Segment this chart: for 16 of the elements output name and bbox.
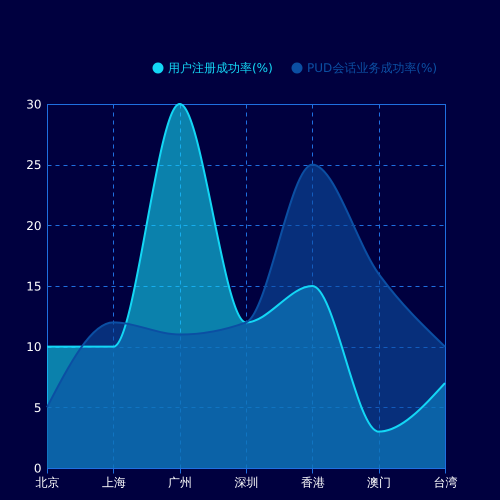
y-tick-label: 0 [34,462,42,476]
x-tick-label: 广州 [168,476,192,490]
y-tick-label: 15 [26,280,42,294]
y-tick-label: 25 [26,158,42,172]
legend-label: PUD会话业务成功率(%) [307,61,438,75]
y-tick-label: 20 [26,218,42,233]
legend-label: 用户注册成功率(%) [168,61,273,75]
x-tick-label: 台湾 [434,476,458,490]
x-tick-label: 澳门 [367,476,392,490]
x-tick-label: 上海 [102,476,126,490]
y-tick-label: 10 [26,340,42,354]
x-tick-label: 深圳 [234,476,258,490]
y-tick-label: 30 [26,98,42,112]
x-tick-label: 北京 [36,476,60,490]
x-tick-label: 香港 [300,476,325,490]
y-tick-label: 5 [34,400,42,415]
